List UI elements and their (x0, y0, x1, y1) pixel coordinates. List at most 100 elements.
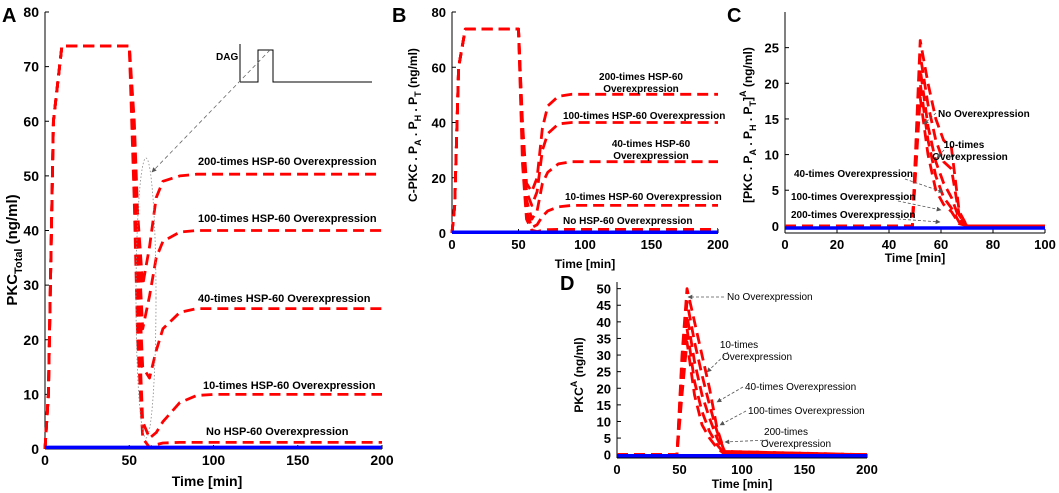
panel-c-ytick-label: 25 (765, 41, 779, 56)
panel-a-xtick-label: 100 (202, 452, 226, 468)
panel-a-annotations: 200-times HSP-60 Overexpression 100-time… (198, 156, 377, 438)
dag-inset-pulse (240, 49, 372, 83)
arrow-c-100 (897, 200, 942, 212)
arrow-d-40 (716, 386, 744, 403)
panel-c-xtick-label: 40 (882, 237, 896, 252)
panel-a-ytick-label: 80 (23, 4, 39, 20)
panel-c-series-0 (785, 39, 1045, 228)
panel-d-series-0 (617, 287, 868, 457)
panel-c-plot: 0 20 40 60 80 100 0 5 10 15 20 25 (765, 12, 1056, 252)
panel-a-xtick-label: 50 (121, 452, 137, 468)
panel-a-xtick-label: 0 (41, 452, 49, 468)
annotation-b-10: 10-times HSP-60 Overexpression (565, 192, 722, 203)
annotation-d-10-line1: 10-times (720, 340, 758, 351)
panel-d-ytick-label: 5 (604, 431, 611, 446)
panel-a-series-3 (43, 44, 382, 450)
panel-d-ytick-label: 20 (597, 381, 611, 396)
panel-d-series-3 (617, 327, 868, 457)
panel-d-ytick-label: 45 (597, 298, 611, 313)
annotation-c-no: No Overexpression (938, 109, 1030, 120)
annotation-d-100: 100-times Overexpression (748, 406, 865, 417)
annotation-a-10: 10-times HSP-60 Overexpression (203, 380, 376, 392)
panel-b-ytick-label: 20 (432, 171, 446, 186)
panel-c-xlabel: Time [min] (885, 251, 945, 265)
panel-d-ytick-label: 25 (597, 365, 611, 380)
panel-letter-a: A (2, 5, 16, 27)
panel-letter-c: C (727, 5, 741, 27)
panel-b-ytick-label: 40 (432, 116, 446, 131)
arrow-c-10 (936, 149, 945, 159)
transition-ellipse (135, 157, 157, 439)
panel-d-xtick-label: 100 (731, 462, 753, 477)
panel-a-ytick-label: 30 (23, 277, 39, 293)
panel-b-xtick-label: 200 (707, 237, 729, 252)
arrow-c-40 (904, 178, 944, 193)
annotation-b-100: 100-times HSP-60 Overexpression (563, 111, 725, 122)
panel-c-xtick-label: 20 (830, 237, 844, 252)
panel-c-xtick-label: 80 (986, 237, 1000, 252)
panel-b-ytick-label: 0 (439, 226, 446, 241)
panel-a-ytick-label: 60 (23, 113, 39, 129)
panel-a-ytick-label: 50 (23, 168, 39, 184)
annotation-b-40-line2: Overexpression (613, 151, 689, 162)
panel-c-xtick-label: 100 (1034, 237, 1056, 252)
annotation-d-200-line1: 200-times (764, 427, 808, 438)
panel-b-xtick-label: 100 (574, 237, 596, 252)
panel-b-ytick-label: 80 (432, 5, 446, 20)
annotation-b-200-line1: 200-times HSP-60 (599, 72, 683, 83)
panel-c-ytick-label: 15 (765, 112, 779, 127)
panel-a-ytick-label: 20 (23, 332, 39, 348)
panel-d-xtick-label: 200 (856, 462, 878, 477)
panel-letter-b: B (392, 5, 406, 27)
panel-a-series-1 (43, 44, 382, 450)
panel-b-plot: 0 50 100 150 200 0 20 40 60 80 (432, 5, 729, 252)
panel-b-ytick-label: 60 (432, 60, 446, 75)
panel-c-ytick-label: 0 (772, 219, 779, 234)
annotation-c-200: 200-times Overexpression (791, 210, 916, 221)
panel-c-xtick-label: 60 (934, 237, 948, 252)
panel-d-series-2 (617, 313, 868, 457)
arrow-c-200 (897, 218, 941, 225)
panel-b-xlabel: Time [min] (555, 257, 615, 271)
annotation-c-40: 40-times Overexpression (794, 169, 913, 180)
arrow-d-100 (719, 410, 747, 426)
panel-a-ytick-label: 40 (23, 223, 39, 239)
arrow-c-no (923, 112, 937, 125)
panel-b-annotations: 200-times HSP-60 Overexpression 100-time… (563, 72, 725, 227)
panel-c-series-3 (785, 81, 1045, 228)
panel-d-xtick-label: 50 (672, 462, 686, 477)
panel-b-series-4 (450, 27, 718, 234)
annotation-c-100: 100-times Overexpression (791, 192, 916, 203)
panel-c-xtick-label: 0 (781, 237, 788, 252)
panel-a-ytick-label: 10 (23, 386, 39, 402)
panel-d-ytick-label: 50 (597, 282, 611, 297)
annotation-d-no: No Overexpression (727, 292, 813, 303)
panel-d-ytick-label: 30 (597, 348, 611, 363)
panel-b-xtick-label: 150 (641, 237, 663, 252)
panel-a-ytick-label: 70 (23, 59, 39, 75)
panel-d-xlabel: Time [min] (712, 477, 772, 491)
annotation-b-200-line2: Overexpression (603, 84, 679, 95)
panel-a-xtick-label: 150 (286, 452, 310, 468)
annotation-a-200: 200-times HSP-60 Overexpression (198, 156, 377, 168)
annotation-c-10-line1: 10-times (944, 140, 985, 151)
annotation-c-10-line2: Overexpression (932, 152, 1008, 163)
panel-letter-d: D (560, 273, 574, 295)
panel-a-ylabel: PKCTotal (ng/ml) (4, 194, 25, 305)
panel-d-xtick-label: 150 (794, 462, 816, 477)
panel-d-ytick-label: 40 (597, 315, 611, 330)
panel-c-annotations: No Overexpression 10-times Overexpressio… (791, 109, 1030, 225)
annotation-b-40-line1: 40-times HSP-60 (612, 139, 691, 150)
annotation-a-40: 40-times HSP-60 Overexpression (198, 293, 371, 305)
panel-d-series-4 (617, 340, 868, 457)
panel-d-ylabel: PKCA (ng/ml) (569, 337, 586, 412)
panel-d-ytick-label: 15 (597, 398, 611, 413)
panel-a-ytick-label: 0 (31, 441, 39, 457)
panel-c-ytick-label: 5 (772, 183, 779, 198)
panel-a-plot: 0 50 100 150 200 0 10 20 30 40 50 60 70 80 (23, 4, 393, 468)
panel-d-series-1 (617, 300, 868, 457)
annotation-d-10-line2: Overexpression (722, 352, 792, 363)
annotation-a-100: 100-times HSP-60 Overexpression (198, 213, 377, 225)
